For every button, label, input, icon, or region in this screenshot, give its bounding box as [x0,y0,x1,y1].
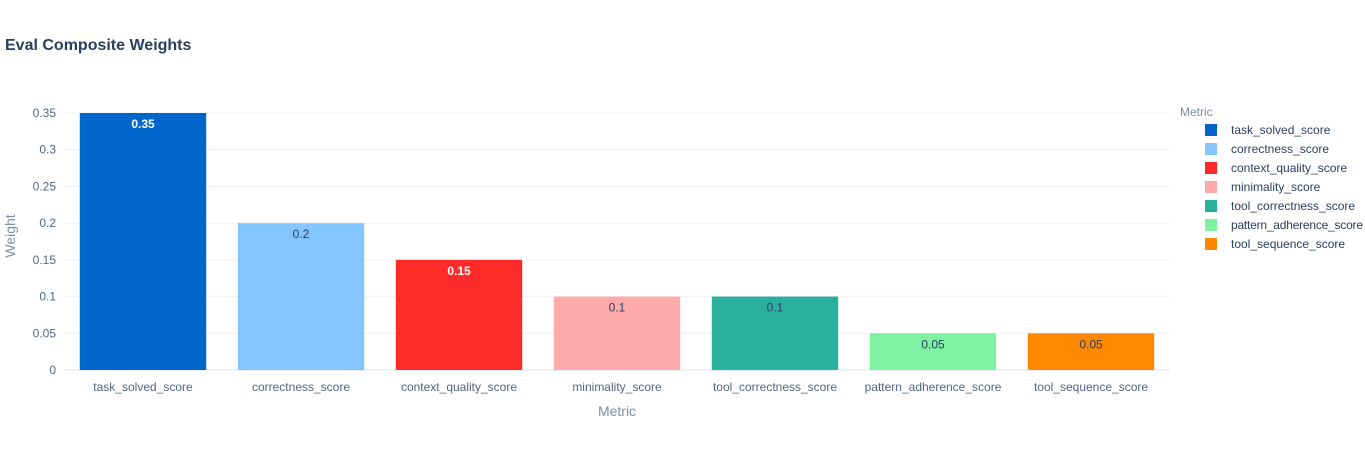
bar-minimality_score[interactable] [553,296,681,370]
legend-label: pattern_adherence_score [1231,218,1363,232]
legend-label: context_quality_score [1231,161,1347,175]
y-tick-label: 0.35 [33,106,57,120]
legend-label: minimality_score [1231,180,1321,194]
x-tick-label: task_solved_score [93,380,193,394]
legend-item-pattern_adherence_score[interactable]: pattern_adherence_score [1205,218,1363,232]
legend-item-correctness_score[interactable]: correctness_score [1205,142,1329,156]
x-tick-label: tool_correctness_score [713,380,837,394]
chart-title: Eval Composite Weights [5,37,192,54]
legend-item-context_quality_score[interactable]: context_quality_score [1205,161,1347,175]
x-tick-label: pattern_adherence_score [865,380,1002,394]
y-tick-label: 0 [49,363,56,377]
legend-title: Metric [1180,105,1213,119]
x-tick-label: correctness_score [252,380,350,394]
legend-swatch [1205,238,1217,250]
bar-value-label: 0.1 [767,301,784,315]
legend-label: task_solved_score [1231,123,1331,137]
y-tick-label: 0.15 [33,253,57,267]
legend-label: correctness_score [1231,142,1329,156]
legend-swatch [1205,219,1217,231]
x-tick-label: context_quality_score [401,380,517,394]
legend-item-minimality_score[interactable]: minimality_score [1205,180,1321,194]
x-axis-title: Metric [598,403,636,419]
legend-item-task_solved_score[interactable]: task_solved_score [1205,123,1331,137]
bar-value-label: 0.35 [131,117,155,131]
legend-label: tool_sequence_score [1231,237,1345,251]
bar-tool_correctness_score[interactable] [711,296,839,370]
y-axis-ticks: 0 0.05 0.1 0.15 0.2 0.25 0.3 0.35 [33,106,57,377]
y-tick-label: 0.3 [39,143,56,157]
legend[interactable]: Metric task_solved_score correctness_scor… [1180,105,1363,251]
legend-item-tool_sequence_score[interactable]: tool_sequence_score [1205,237,1345,251]
bar-tool_sequence_score[interactable] [1027,333,1155,370]
legend-item-tool_correctness_score[interactable]: tool_correctness_score [1205,199,1355,213]
bar-task_solved_score[interactable] [79,113,207,370]
legend-swatch [1205,143,1217,155]
y-tick-label: 0.1 [39,290,56,304]
legend-swatch [1205,181,1217,193]
bar-value-label: 0.1 [609,301,626,315]
bar-value-label: 0.15 [447,264,471,278]
legend-swatch [1205,124,1217,136]
bar-pattern_adherence_score[interactable] [869,333,997,370]
x-axis-ticks: task_solved_score correctness_score contex… [93,380,1148,394]
y-tick-label: 0.05 [33,326,57,340]
bar-value-label: 0.2 [293,227,310,241]
y-tick-label: 0.2 [39,216,56,230]
legend-swatch [1205,162,1217,174]
x-tick-label: minimality_score [572,380,662,394]
x-tick-label: tool_sequence_score [1034,380,1148,394]
legend-label: tool_correctness_score [1231,199,1355,213]
y-axis-title: Weight [2,214,18,257]
bar-value-label: 0.05 [921,337,945,351]
y-tick-label: 0.25 [33,179,57,193]
bar-value-label: 0.05 [1079,337,1103,351]
bar-context_quality_score[interactable] [395,259,523,370]
legend-swatch [1205,200,1217,212]
bars: 0.35 0.2 0.15 0.1 0.1 0.05 0.05 [79,113,1155,370]
bar-correctness_score[interactable] [237,223,365,370]
